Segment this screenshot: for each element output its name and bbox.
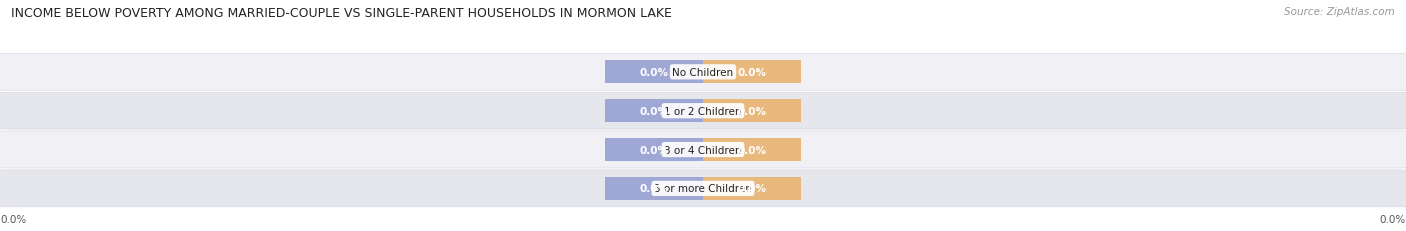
Text: 0.0%: 0.0%: [738, 106, 766, 116]
Text: 0.0%: 0.0%: [1379, 214, 1406, 224]
Bar: [605, 138, 703, 161]
Bar: [605, 177, 703, 200]
Text: 0.0%: 0.0%: [738, 145, 766, 155]
Text: 0.0%: 0.0%: [0, 214, 27, 224]
Bar: [703, 61, 801, 84]
Bar: [703, 138, 801, 161]
Text: INCOME BELOW POVERTY AMONG MARRIED-COUPLE VS SINGLE-PARENT HOUSEHOLDS IN MORMON : INCOME BELOW POVERTY AMONG MARRIED-COUPL…: [11, 7, 672, 20]
Text: 3 or 4 Children: 3 or 4 Children: [664, 145, 742, 155]
FancyBboxPatch shape: [0, 170, 1406, 207]
FancyBboxPatch shape: [0, 131, 1406, 168]
Text: 0.0%: 0.0%: [738, 67, 766, 78]
Text: No Children: No Children: [672, 67, 734, 78]
FancyBboxPatch shape: [0, 54, 1406, 91]
Text: 5 or more Children: 5 or more Children: [654, 184, 752, 194]
Bar: [605, 61, 703, 84]
Text: 1 or 2 Children: 1 or 2 Children: [664, 106, 742, 116]
Bar: [703, 177, 801, 200]
Text: 0.0%: 0.0%: [640, 184, 668, 194]
FancyBboxPatch shape: [0, 93, 1406, 130]
Text: 0.0%: 0.0%: [640, 106, 668, 116]
Text: 0.0%: 0.0%: [640, 67, 668, 78]
Text: 0.0%: 0.0%: [738, 184, 766, 194]
Text: Source: ZipAtlas.com: Source: ZipAtlas.com: [1284, 7, 1395, 17]
Bar: [605, 100, 703, 123]
Bar: [703, 100, 801, 123]
Text: 0.0%: 0.0%: [640, 145, 668, 155]
